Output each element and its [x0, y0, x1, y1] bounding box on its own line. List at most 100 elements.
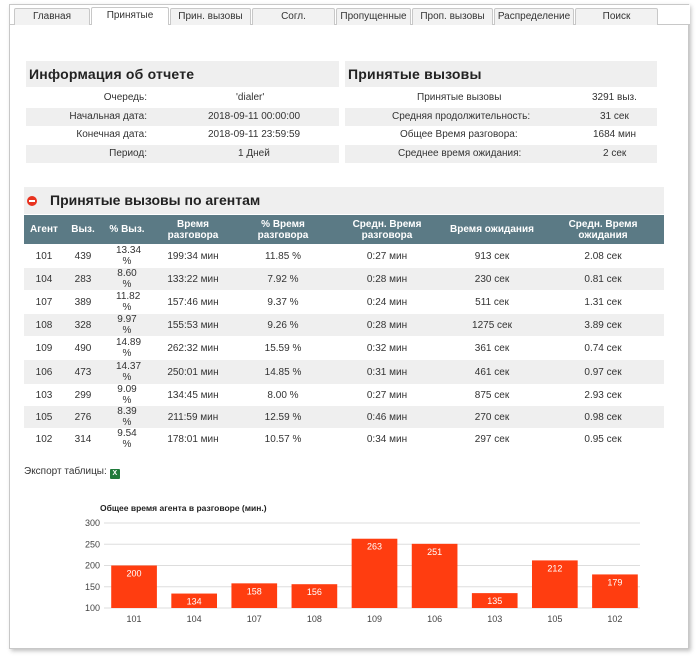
table-cell: 14.85 % [234, 360, 332, 384]
table-cell: 0:46 мин [332, 406, 442, 428]
report-window: Главная Принятые Прин. вызовы Согл. Проп… [9, 4, 690, 649]
table-cell: 9.09 % [117, 384, 137, 406]
table-cell: 875 сек [474, 389, 510, 401]
tab-answered-calls[interactable]: Прин. вызовы [170, 8, 251, 25]
bar[interactable] [471, 593, 518, 608]
col-agent[interactable]: Агент [24, 215, 64, 244]
tab-distribution[interactable]: Распределение [494, 8, 574, 25]
chart-title: Общее время агента в разговоре (мин.) [100, 503, 267, 513]
table-cell: 0.97 сек [542, 360, 664, 384]
table-cell: 0.81 сек [542, 268, 664, 290]
col-avg-wait-time[interactable]: Средн. Время ожидания [542, 215, 664, 244]
table-cell: 104 [24, 268, 64, 290]
table-cell: 7.92 % [234, 268, 332, 290]
col-calls-pct[interactable]: % Выз. [102, 215, 152, 244]
table-cell: 106 [24, 360, 64, 384]
y-tick-label: 200 [85, 561, 100, 571]
x-tick-label: 102 [607, 614, 622, 624]
agents-section-header: Принятые вызовы по агентам [24, 187, 664, 214]
bar[interactable] [592, 574, 638, 608]
table-cell: 328 [64, 314, 102, 336]
bar-value-label: 135 [487, 596, 502, 606]
table-cell: 511 сек [475, 296, 509, 308]
end-date-value: 2018-09-11 23:59:59 [208, 129, 301, 140]
bar-value-label: 158 [247, 586, 262, 596]
bar[interactable] [531, 560, 578, 608]
table-cell: 0.95 сек [584, 433, 622, 445]
table-cell: 8.60 % [102, 268, 152, 290]
table-row: 104 283 8.60 % 133:22 мин 7.92 % 0:28 мин 230 … [24, 268, 664, 290]
table-cell: 211:59 мин [152, 406, 234, 428]
bar[interactable] [291, 584, 338, 608]
report-info-row: Очередь: 'dialer' [26, 89, 339, 107]
table-cell: 913 сек [474, 250, 510, 262]
bar[interactable] [411, 543, 458, 608]
table-cell: 230 сек [442, 268, 542, 290]
table-cell: 109 [35, 342, 53, 354]
agents-table: Агент Выз. % Выз. Время разговора % Врем… [24, 215, 664, 450]
tab-answered[interactable]: Принятые [91, 7, 169, 25]
tab-bar: Главная Принятые Прин. вызовы Согл. Проп… [10, 5, 690, 25]
tab-missed[interactable]: Пропущенные [336, 8, 411, 25]
tab-sla[interactable]: Согл. [252, 8, 335, 25]
col-wait-time[interactable]: Время ожидания [442, 215, 542, 244]
table-cell: 12.59 % [234, 406, 332, 428]
col-calls[interactable]: Выз. [64, 215, 102, 244]
queue-label: Очередь: [103, 92, 147, 103]
bar-value-label: 200 [127, 569, 142, 579]
bar-value-label: 251 [427, 547, 442, 557]
x-tick-label: 101 [127, 614, 142, 624]
agents-section-title: Принятые вызовы по агентам [50, 192, 261, 208]
col-talk-time-pct[interactable]: % Время разговора [234, 215, 332, 244]
table-cell: 199:34 мин [167, 250, 219, 262]
table-cell: 0:27 мин [366, 389, 408, 401]
bar-value-label: 156 [307, 587, 322, 597]
x-tick-label: 109 [367, 614, 382, 624]
x-tick-label: 108 [307, 614, 322, 624]
tab-missed-calls[interactable]: Проп. вызовы [412, 8, 493, 25]
table-cell: 299 [74, 389, 92, 401]
table-row: 106 473 14.37 % 250:01 мин 14.85 % 0:31 мин 46… [24, 360, 664, 384]
table-cell: 9.97 % [102, 314, 152, 336]
tab-main[interactable]: Главная [14, 8, 90, 25]
report-info-row: Начальная дата: 2018-09-11 00:00:00 [26, 108, 339, 126]
start-date-label: Начальная дата: [69, 111, 147, 122]
x-tick-label: 103 [487, 614, 502, 624]
table-cell: 314 [74, 433, 92, 445]
table-cell: 134:45 мин [167, 389, 219, 401]
bar[interactable] [351, 538, 398, 608]
bar[interactable] [171, 593, 218, 608]
y-tick-label: 300 [85, 518, 100, 528]
bar[interactable] [231, 583, 278, 608]
table-cell: 276 [64, 406, 102, 428]
tab-search[interactable]: Поиск [575, 8, 658, 25]
table-cell: 9.26 % [234, 314, 332, 336]
col-talk-time[interactable]: Время разговора [152, 215, 234, 244]
table-cell: 262:32 мин [167, 342, 219, 354]
avg-duration-label: Средняя продолжительность: [392, 111, 531, 122]
avg-duration-value: 31 сек [600, 111, 629, 122]
collapse-icon[interactable] [27, 196, 37, 206]
answered-calls-row: Общее Время разговора: 1684 мин [345, 126, 657, 144]
table-cell: 250:01 мин [152, 360, 234, 384]
table-cell: 14.37 % [102, 360, 152, 384]
y-tick-label: 100 [85, 603, 100, 613]
table-cell: 0:31 мин [332, 360, 442, 384]
table-cell: 10.57 % [264, 433, 302, 445]
table-row: 105 276 8.39 % 211:59 мин 12.59 % 0:46 мин 270… [24, 406, 664, 428]
bar[interactable] [111, 565, 157, 609]
bar-value-label: 263 [367, 542, 382, 552]
start-date-value: 2018-09-11 00:00:00 [208, 111, 301, 122]
table-cell: 178:01 мин [167, 433, 219, 445]
table-cell: 1275 сек [442, 314, 542, 336]
table-cell: 2.93 сек [584, 389, 622, 401]
excel-icon[interactable]: X [109, 469, 120, 479]
x-tick-label: 105 [547, 614, 562, 624]
table-cell: 102 [35, 433, 53, 445]
table-cell: 270 сек [442, 406, 542, 428]
table-cell: 14.89 % [116, 337, 142, 359]
avg-wait-label: Среднее время ожидания: [398, 148, 522, 159]
table-cell: 461 сек [442, 360, 542, 384]
table-cell: 0.74 сек [584, 342, 622, 354]
col-avg-talk-time[interactable]: Средн. Время разговора [332, 215, 442, 244]
